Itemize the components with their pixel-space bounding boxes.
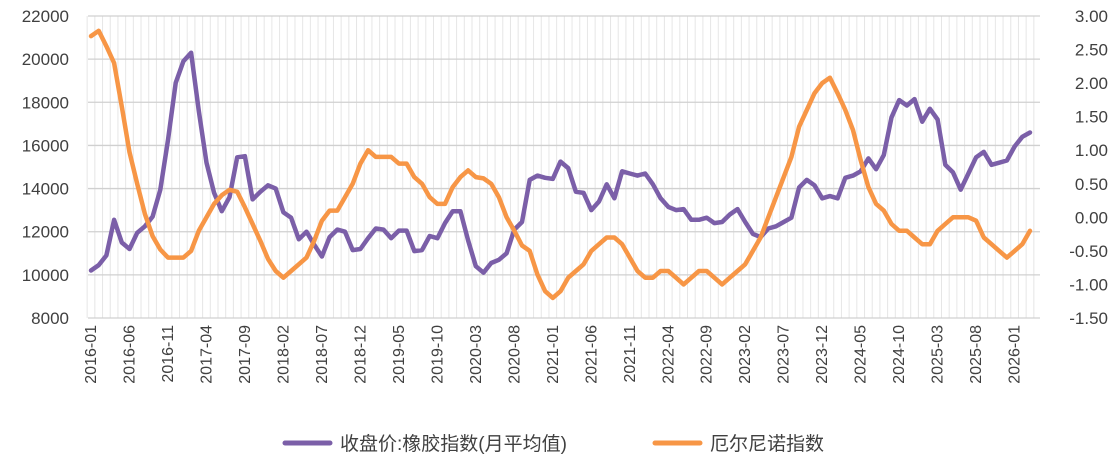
x-tick-label: 2023-12 — [814, 325, 831, 384]
x-tick-label: 2021-06 — [583, 325, 600, 384]
x-tick-label: 2020-03 — [468, 325, 485, 384]
x-tick-label: 2018-07 — [314, 325, 331, 384]
x-axis: 2016-01 2016-06 2016-11 2017-04 2017-09 2018-… — [83, 325, 1024, 384]
left-tick-label: 8000 — [31, 309, 69, 328]
x-tick-label: 2018-12 — [352, 325, 369, 384]
left-tick-label: 10000 — [22, 266, 69, 285]
x-tick-label: 2025-08 — [968, 325, 985, 384]
x-tick-label: 2022-09 — [699, 325, 716, 384]
right-axis: -1.50 -1.00 -0.50 0.00 0.50 1.00 1.50 2.00 2.50 3… — [1069, 7, 1108, 328]
left-tick-label: 18000 — [22, 93, 69, 112]
x-tick-label: 2017-09 — [237, 325, 254, 384]
right-tick-label: 1.00 — [1075, 141, 1108, 160]
left-tick-label: 12000 — [22, 223, 69, 242]
x-tick-label: 2018-02 — [275, 325, 292, 384]
right-tick-label: 3.00 — [1075, 7, 1108, 26]
right-tick-label: -1.00 — [1069, 275, 1108, 294]
x-tick-label: 2016-01 — [83, 325, 100, 384]
x-tick-label: 2025-03 — [930, 325, 947, 384]
x-tick-label: 2020-08 — [506, 325, 523, 384]
x-tick-label: 2026-01 — [1007, 325, 1024, 384]
left-tick-label: 14000 — [22, 180, 69, 199]
legend: 收盘价:橡胶指数(月平均值) 厄尔尼诺指数 — [282, 433, 824, 455]
legend-label-rubber: 收盘价:橡胶指数(月平均值) — [340, 433, 567, 455]
x-tick-label: 2024-05 — [853, 325, 870, 384]
series-lines — [88, 28, 1033, 301]
left-tick-label: 16000 — [22, 136, 69, 155]
x-tick-label: 2023-07 — [776, 325, 793, 384]
right-tick-label: 2.00 — [1075, 74, 1108, 93]
x-tick-label: 2022-04 — [660, 325, 677, 384]
right-tick-label: 0.50 — [1075, 175, 1108, 194]
right-tick-label: 0.00 — [1075, 208, 1108, 227]
x-tick-label: 2024-10 — [891, 325, 908, 384]
x-tick-label: 2021-11 — [622, 325, 639, 383]
right-tick-label: -1.50 — [1069, 309, 1108, 328]
right-tick-label: 1.50 — [1075, 108, 1108, 127]
x-tick-label: 2016-06 — [121, 325, 138, 384]
right-tick-label: -0.50 — [1069, 242, 1108, 261]
x-tick-label: 2017-04 — [198, 325, 215, 384]
left-tick-label: 20000 — [22, 50, 69, 69]
right-tick-label: 2.50 — [1075, 41, 1108, 60]
gridlines — [86, 15, 1040, 319]
x-tick-label: 2019-05 — [391, 325, 408, 384]
x-tick-label: 2019-10 — [429, 325, 446, 384]
x-tick-label: 2016-11 — [160, 325, 177, 383]
el-nino-index-line — [88, 28, 1033, 301]
x-tick-label: 2023-02 — [737, 325, 754, 384]
x-tick-label: 2021-01 — [545, 325, 562, 384]
left-axis: 8000 10000 12000 14000 16000 18000 20000 22000 — [22, 7, 69, 328]
left-tick-label: 22000 — [22, 7, 69, 26]
rubber-index-line — [88, 50, 1033, 275]
legend-label-enso: 厄尔尼诺指数 — [710, 433, 824, 455]
